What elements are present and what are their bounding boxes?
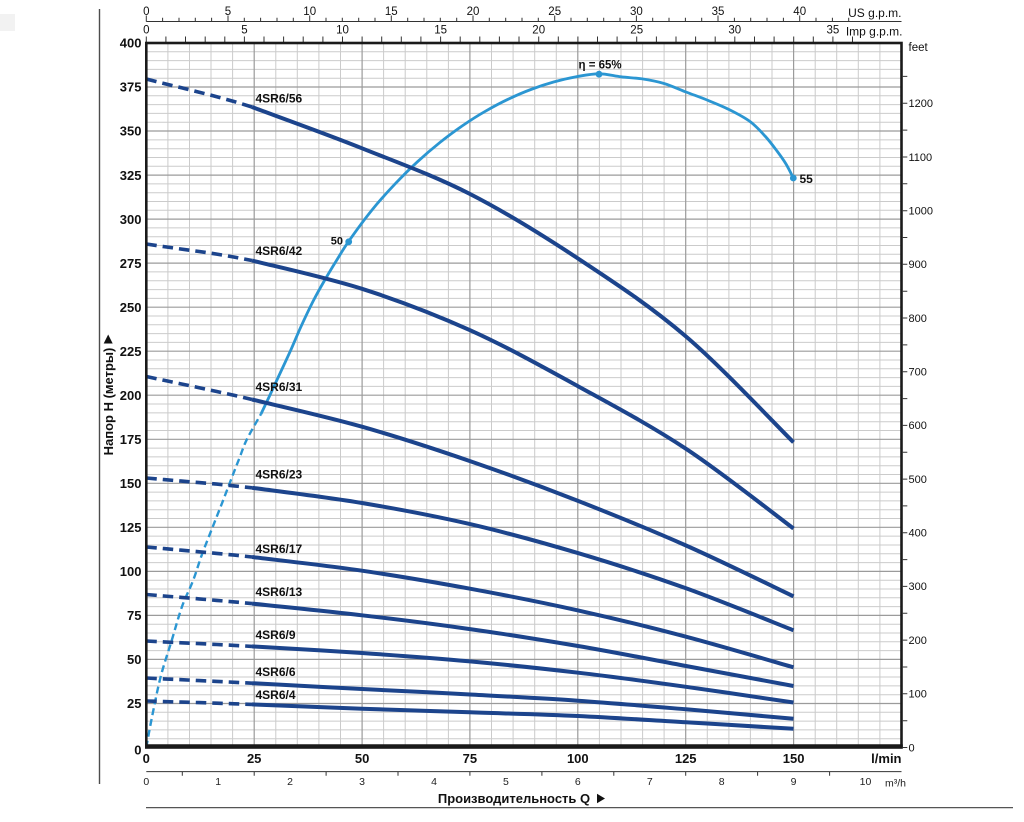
svg-text:275: 275 xyxy=(120,256,142,271)
svg-text:15: 15 xyxy=(434,25,447,37)
svg-text:75: 75 xyxy=(463,751,477,766)
svg-text:5: 5 xyxy=(503,776,509,788)
svg-text:300: 300 xyxy=(120,212,142,227)
svg-text:900: 900 xyxy=(909,259,927,271)
svg-text:10: 10 xyxy=(303,6,316,18)
svg-text:20: 20 xyxy=(532,25,545,37)
svg-text:8: 8 xyxy=(719,776,725,788)
svg-text:5: 5 xyxy=(241,25,247,37)
svg-text:4SR6/17: 4SR6/17 xyxy=(256,542,303,556)
svg-text:25: 25 xyxy=(247,751,261,766)
svg-text:0: 0 xyxy=(143,6,149,18)
svg-text:375: 375 xyxy=(120,80,142,95)
svg-text:50: 50 xyxy=(127,652,141,667)
svg-text:200: 200 xyxy=(909,635,927,647)
svg-text:175: 175 xyxy=(120,432,142,447)
svg-text:25: 25 xyxy=(548,6,561,18)
svg-text:Imp g.p.m.: Imp g.p.m. xyxy=(846,25,903,39)
svg-text:0: 0 xyxy=(134,743,141,758)
svg-text:15: 15 xyxy=(385,6,398,18)
svg-text:10: 10 xyxy=(860,776,872,788)
svg-text:35: 35 xyxy=(712,6,725,18)
svg-text:2: 2 xyxy=(287,776,293,788)
svg-text:3: 3 xyxy=(359,776,365,788)
svg-text:9: 9 xyxy=(791,776,797,788)
svg-text:5: 5 xyxy=(225,6,231,18)
svg-text:1: 1 xyxy=(215,776,221,788)
svg-text:800: 800 xyxy=(909,313,927,325)
svg-text:400: 400 xyxy=(120,36,142,51)
svg-text:25: 25 xyxy=(630,25,643,37)
svg-text:4SR6/42: 4SR6/42 xyxy=(256,244,303,258)
svg-text:225: 225 xyxy=(120,344,142,359)
svg-text:4SR6/23: 4SR6/23 xyxy=(256,467,303,481)
svg-text:1200: 1200 xyxy=(909,98,933,110)
svg-text:1000: 1000 xyxy=(909,206,933,218)
svg-text:20: 20 xyxy=(467,6,480,18)
svg-text:m³/h: m³/h xyxy=(885,777,906,789)
svg-text:100: 100 xyxy=(567,751,589,766)
svg-text:0: 0 xyxy=(143,776,149,788)
svg-text:feet: feet xyxy=(909,42,929,54)
svg-text:η = 65%: η = 65% xyxy=(579,60,622,72)
svg-text:4SR6/6: 4SR6/6 xyxy=(256,665,296,679)
svg-text:500: 500 xyxy=(909,474,927,486)
svg-text:30: 30 xyxy=(630,6,643,18)
svg-text:150: 150 xyxy=(120,476,142,491)
svg-text:100: 100 xyxy=(909,689,927,701)
svg-text:l/min: l/min xyxy=(871,751,901,766)
svg-text:0: 0 xyxy=(143,751,150,766)
svg-text:4SR6/9: 4SR6/9 xyxy=(256,628,296,642)
svg-text:250: 250 xyxy=(120,300,142,315)
svg-text:4SR6/56: 4SR6/56 xyxy=(256,91,303,105)
svg-text:100: 100 xyxy=(120,564,142,579)
svg-text:700: 700 xyxy=(909,367,927,379)
svg-text:4SR6/4: 4SR6/4 xyxy=(256,688,296,702)
svg-text:0: 0 xyxy=(143,25,149,37)
svg-text:325: 325 xyxy=(120,168,142,183)
svg-text:600: 600 xyxy=(909,420,927,432)
svg-text:50: 50 xyxy=(355,751,369,766)
svg-text:400: 400 xyxy=(909,528,927,540)
svg-text:300: 300 xyxy=(909,581,927,593)
svg-text:75: 75 xyxy=(127,608,141,623)
svg-text:40: 40 xyxy=(793,6,806,18)
svg-text:0: 0 xyxy=(909,742,915,754)
svg-text:4SR6/13: 4SR6/13 xyxy=(256,585,303,599)
svg-text:150: 150 xyxy=(783,751,805,766)
svg-text:1100: 1100 xyxy=(909,152,933,164)
svg-text:6: 6 xyxy=(575,776,581,788)
svg-text:25: 25 xyxy=(127,696,141,711)
svg-text:US g.p.m.: US g.p.m. xyxy=(848,6,901,20)
svg-text:7: 7 xyxy=(647,776,653,788)
svg-text:50: 50 xyxy=(331,236,343,248)
svg-text:125: 125 xyxy=(675,751,697,766)
svg-text:4: 4 xyxy=(431,776,437,788)
svg-text:Производительность Q: Производительность Q xyxy=(438,791,590,806)
svg-text:200: 200 xyxy=(120,388,142,403)
svg-text:125: 125 xyxy=(120,520,142,535)
svg-text:Напор H (метры): Напор H (метры) xyxy=(101,348,116,456)
svg-text:35: 35 xyxy=(827,25,840,37)
svg-text:10: 10 xyxy=(336,25,349,37)
svg-text:55: 55 xyxy=(800,172,814,186)
svg-text:350: 350 xyxy=(120,124,142,139)
svg-text:30: 30 xyxy=(728,25,741,37)
svg-text:4SR6/31: 4SR6/31 xyxy=(256,380,303,394)
